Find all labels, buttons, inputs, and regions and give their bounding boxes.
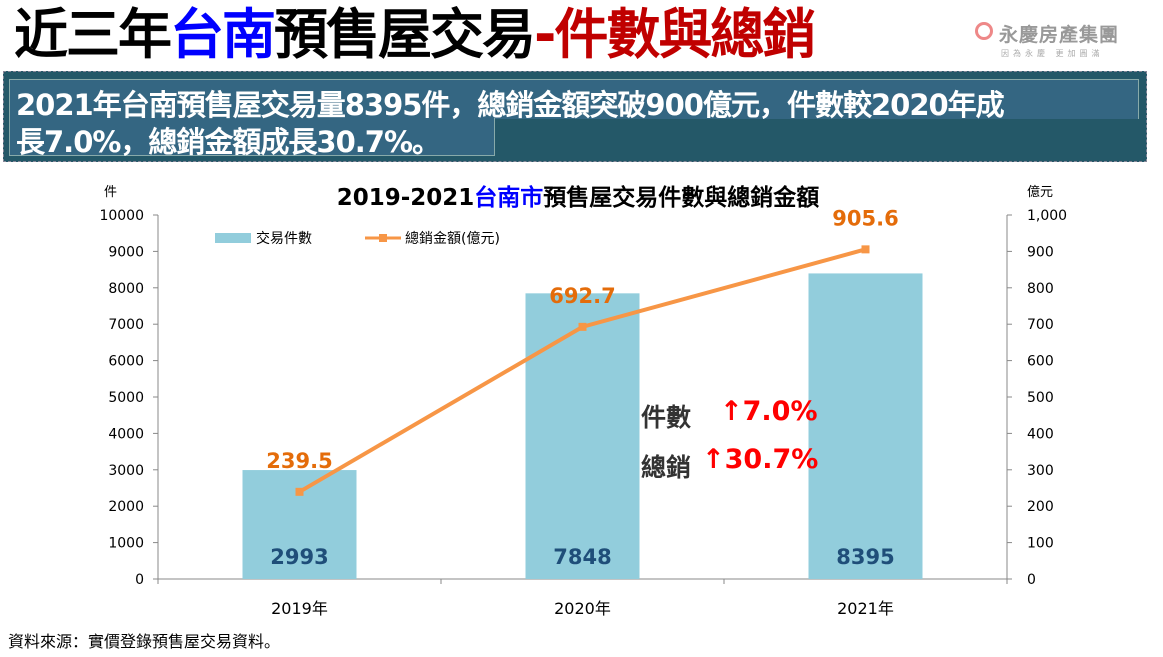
logo-mark-icon bbox=[975, 22, 993, 40]
left-tick-label: 0 bbox=[135, 572, 144, 588]
right-tick-label: 400 bbox=[1027, 426, 1054, 442]
line-label: 692.7 bbox=[549, 284, 615, 308]
right-tick-label: 200 bbox=[1027, 499, 1054, 515]
banner-bg bbox=[9, 118, 495, 156]
left-tick-label: 3000 bbox=[108, 463, 144, 479]
left-tick-label: 2000 bbox=[108, 499, 144, 515]
page-title: 近三年台南預售屋交易-件數與總銷 bbox=[14, 2, 816, 68]
logo-name: 永慶房產集團 bbox=[999, 24, 1120, 46]
left-tick-label: 8000 bbox=[108, 281, 144, 297]
chart-title: 2019-2021台南市預售屋交易件數與總銷金額 bbox=[337, 184, 820, 211]
banner-bg bbox=[9, 79, 1139, 119]
title-highlight: -件數與總銷 bbox=[534, 3, 816, 66]
banner-line2: 長7.0%，總銷金額成長30.7%。 bbox=[16, 125, 441, 159]
right-tick-label: 500 bbox=[1027, 390, 1054, 406]
x-tick-label: 2019年 bbox=[271, 599, 328, 618]
right-tick-label: 600 bbox=[1027, 354, 1054, 370]
bar-label: 7848 bbox=[553, 545, 611, 569]
left-tick-label: 4000 bbox=[108, 426, 144, 442]
x-tick-label: 2021年 bbox=[837, 599, 894, 618]
right-tick-label: 700 bbox=[1027, 317, 1054, 333]
line-point bbox=[861, 245, 870, 254]
line-label: 239.5 bbox=[266, 449, 332, 473]
right-tick-label: 800 bbox=[1027, 281, 1054, 297]
company-logo: 永慶房產集團因為永慶 更加圓滿 bbox=[975, 20, 1163, 70]
line-point bbox=[578, 322, 587, 331]
title-part: 預售屋交易 bbox=[274, 3, 536, 66]
sales-change: ↑30.7% bbox=[702, 444, 819, 475]
bar-label: 8395 bbox=[836, 545, 894, 569]
line-label: 905.6 bbox=[832, 206, 898, 230]
title-city: 台南 bbox=[170, 3, 276, 66]
logo-slogan: 因為永慶 更加圓滿 bbox=[1001, 49, 1104, 58]
left-tick-label: 9000 bbox=[108, 244, 144, 260]
right-axis-title: 億元 bbox=[1027, 184, 1053, 200]
right-tick-label: 300 bbox=[1027, 463, 1054, 479]
x-tick-label: 2020年 bbox=[554, 599, 611, 618]
left-tick-label: 6000 bbox=[108, 354, 144, 370]
legend-bar-swatch bbox=[215, 233, 251, 243]
sales-label: 總銷 bbox=[641, 453, 692, 482]
count-change: ↑7.0% bbox=[720, 396, 818, 427]
bar bbox=[525, 293, 640, 579]
source-note: 資料來源：實價登錄預售屋交易資料。 bbox=[8, 632, 281, 651]
bar bbox=[808, 273, 923, 579]
left-tick-label: 10000 bbox=[99, 208, 144, 224]
bar-label: 2993 bbox=[270, 545, 328, 569]
summary-banner[interactable]: 2021年台南預售屋交易量8395件，總銷金額突破900億元，件數較2020年成… bbox=[3, 71, 1147, 162]
line-point bbox=[295, 487, 304, 496]
legend-bar-label: 交易件數 bbox=[256, 230, 312, 247]
right-tick-label: 1,000 bbox=[1027, 208, 1067, 224]
left-axis-title: 件 bbox=[104, 185, 117, 200]
left-tick-label: 7000 bbox=[108, 317, 144, 333]
banner-line1: 2021年台南預售屋交易量8395件，總銷金額突破900億元，件數較2020年成 bbox=[16, 88, 1005, 122]
left-tick-label: 5000 bbox=[108, 390, 144, 406]
title-part: 近三年 bbox=[14, 3, 172, 66]
left-tick-label: 1000 bbox=[108, 536, 144, 552]
legend-line-marker bbox=[379, 234, 387, 242]
right-tick-label: 900 bbox=[1027, 244, 1054, 260]
right-tick-label: 100 bbox=[1027, 536, 1054, 552]
right-tick-label: 0 bbox=[1027, 572, 1036, 588]
count-label: 件數 bbox=[641, 403, 692, 432]
legend-line-label: 總銷金額(億元) bbox=[405, 230, 500, 247]
